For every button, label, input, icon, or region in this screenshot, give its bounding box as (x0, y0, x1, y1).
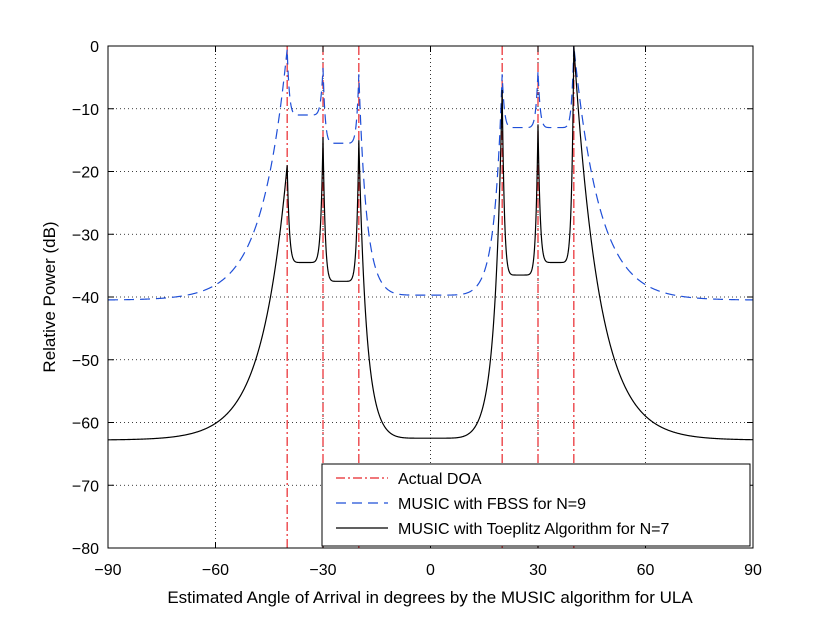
y-tick-label: −20 (72, 165, 99, 182)
x-tick-label: −30 (309, 562, 336, 579)
y-axis-label: Relative Power (dB) (40, 221, 59, 372)
series-layer (108, 45, 754, 548)
y-tick-label: 0 (90, 39, 99, 56)
x-tick-label: −90 (94, 562, 121, 579)
y-tick-label: −70 (72, 478, 99, 495)
y-tick-label: −30 (72, 227, 99, 244)
toeplitz-curve (108, 45, 753, 441)
ticks: −90 −60 −30 0 30 60 90 0 −10 −20 −30 −40 −50 −60 −70 −8… (72, 39, 762, 579)
legend-label-fbss: MUSIC with FBSS for N=9 (398, 496, 586, 513)
x-tick-label: 90 (744, 562, 762, 579)
legend: Actual DOA MUSIC with FBSS for N=9 MUSIC… (321, 463, 751, 547)
y-tick-label: −60 (72, 416, 99, 433)
legend-box (321, 463, 751, 547)
x-tick-label: 30 (529, 562, 547, 579)
legend-label-actual-doa: Actual DOA (398, 471, 482, 488)
y-tick-label: −10 (72, 102, 99, 119)
x-tick-label: 0 (426, 562, 435, 579)
legend-label-toeplitz: MUSIC with Toeplitz Algorithm for N=7 (398, 521, 669, 538)
y-tick-label: −40 (72, 290, 99, 307)
x-axis-label: Estimated Angle of Arrival in degrees by… (167, 588, 693, 607)
x-tick-label: 60 (637, 562, 655, 579)
y-tick-label: −50 (72, 353, 99, 370)
x-tick-label: −60 (202, 562, 229, 579)
y-tick-label: −80 (72, 541, 99, 558)
